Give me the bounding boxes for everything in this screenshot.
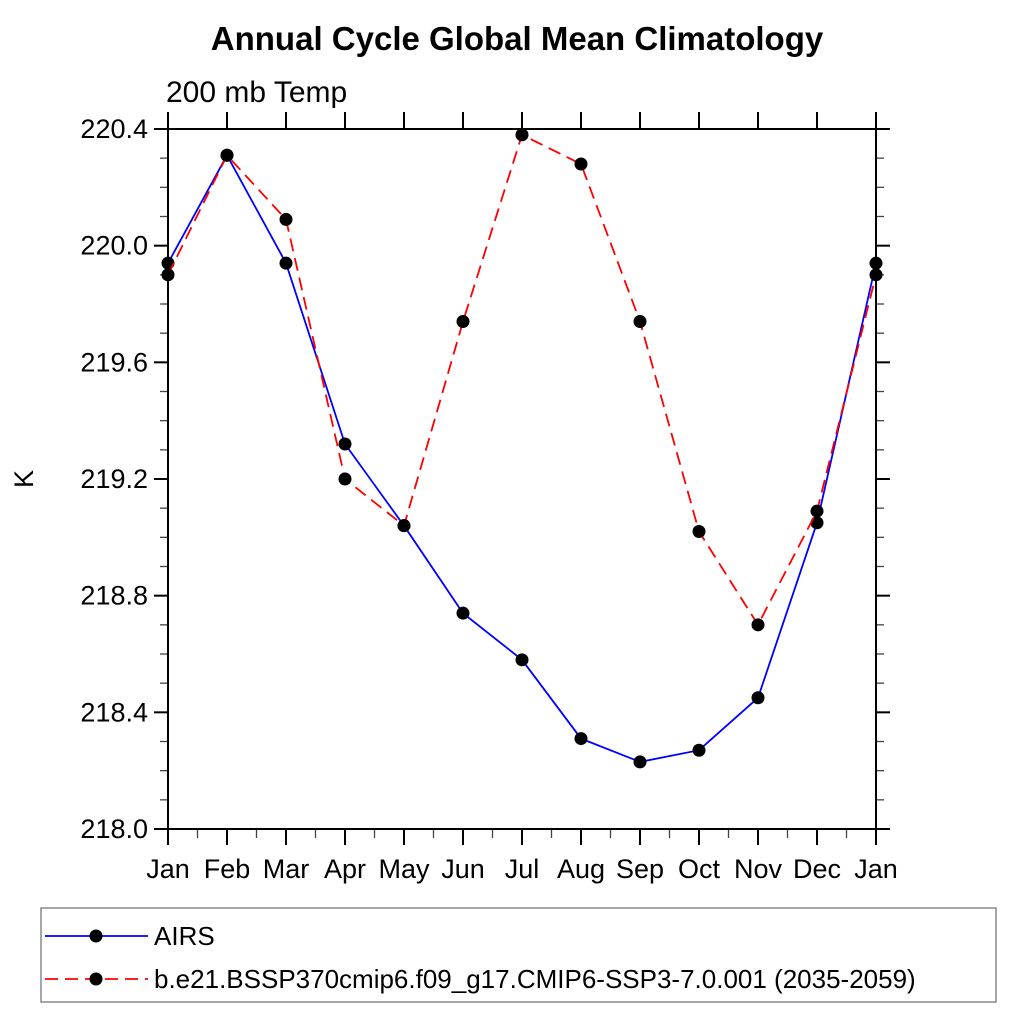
data-point-marker [456,315,470,328]
major-ticks [154,112,890,845]
data-point-marker [810,504,824,518]
chart-subtitle: 200 mb Temp [166,76,347,109]
data-point-marker [751,618,765,632]
y-tick-label: 218.4 [80,697,148,727]
x-tick-label: Apr [324,854,366,884]
plot-border [167,128,877,830]
x-tick-label: Sep [616,854,664,884]
y-tick-label: 218.8 [80,581,148,611]
x-tick-label: Jul [505,854,540,884]
x-tick-label: Feb [204,854,251,884]
series-line-1 [167,133,877,627]
x-tick-label: Jan [854,854,898,884]
legend-sample-marker-0 [89,929,103,943]
data-point-marker [633,315,647,328]
data-point-marker [279,212,293,226]
y-tick-label: 219.6 [80,347,148,377]
data-point-marker [692,743,706,757]
plot-frame [167,128,877,830]
data-series [161,128,883,769]
y-tick-label: 220.4 [80,114,148,144]
data-point-marker [279,256,293,270]
data-point-marker [633,755,647,769]
legend: AIRS b.e21.BSSP370cmip6.f09_g17.CMIP6-SS… [40,907,997,1003]
data-point-marker [338,472,352,486]
data-point-marker [869,268,883,282]
y-tick-label: 218.0 [80,814,148,844]
x-tick-label: Jun [441,854,485,884]
tick-labels: 218.0 218.4 218.8 219.2 219.6 220.0 220.4 Jan Fe… [80,114,897,884]
x-tick-label: Aug [557,854,605,884]
legend-label-obs: AIRS [154,921,215,951]
data-point-marker [810,516,824,530]
y-tick-label: 219.2 [80,464,148,494]
legend-sample-marker-1 [89,972,103,986]
data-point-marker [220,148,234,162]
x-tick-label: Jan [146,854,190,884]
data-point-marker [515,653,529,667]
x-tick-label: Nov [734,854,783,884]
data-point-marker [397,519,411,533]
data-point-marker [161,256,175,270]
minor-ticks [160,157,884,838]
x-tick-label: Dec [793,854,841,884]
y-axis-label: K [9,470,39,488]
chart-title: Annual Cycle Global Mean Climatology [211,20,824,57]
legend-label-model: b.e21.BSSP370cmip6.f09_g17.CMIP6-SSP3-7.… [154,964,916,994]
y-tick-label: 220.0 [80,231,148,261]
x-tick-label: Mar [263,854,310,884]
legend-box [40,907,997,1003]
data-point-marker [338,437,352,451]
x-tick-label: May [378,854,430,884]
legend-samples [45,929,148,986]
data-point-marker [869,256,883,270]
data-point-marker [574,157,588,171]
data-point-marker [515,128,529,142]
data-point-marker [692,525,706,538]
data-point-marker [456,606,470,620]
series-line-0 [167,153,877,763]
data-point-marker [161,268,175,282]
x-tick-label: Oct [678,854,721,884]
data-point-marker [751,691,765,705]
data-point-marker [574,732,588,746]
